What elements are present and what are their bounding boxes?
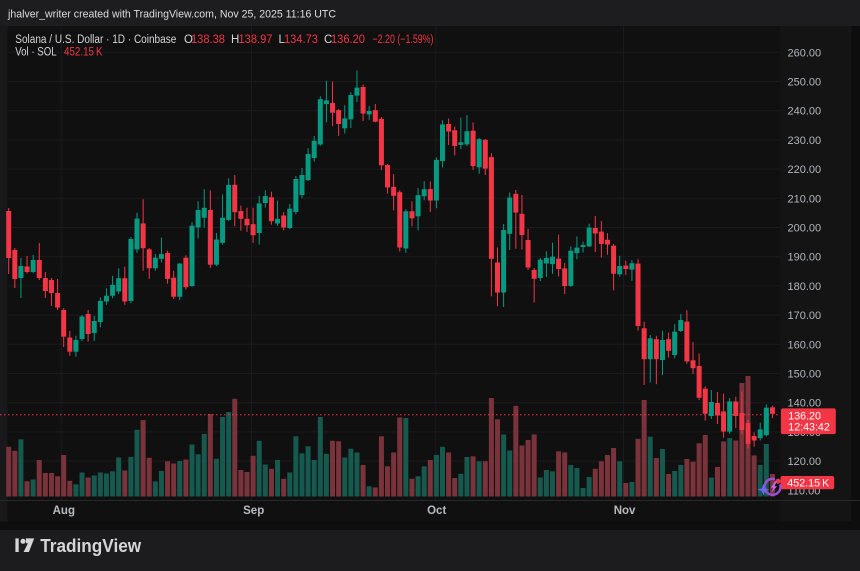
svg-text:452.15 K: 452.15 K [787,478,830,490]
svg-text:−2.20 (−1.59%): −2.20 (−1.59%) [373,34,434,46]
svg-text:138.38: 138.38 [191,34,225,46]
svg-text:Oct: Oct [427,505,446,517]
svg-text:190.00: 190.00 [788,252,822,264]
svg-text:250.00: 250.00 [788,77,822,89]
svg-text:TradingView: TradingView [40,536,142,556]
svg-text:452.15 K: 452.15 K [64,47,103,59]
svg-text:134.73: 134.73 [284,34,318,46]
svg-text:Solana / U.S. Dollar · 1D · Co: Solana / U.S. Dollar · 1D · Coinbase [15,34,176,46]
svg-text:150.00: 150.00 [788,369,822,381]
svg-text:H: H [231,34,239,46]
svg-text:Sep: Sep [243,505,264,517]
svg-text:136.20: 136.20 [788,410,821,422]
svg-text:120.00: 120.00 [788,456,822,468]
svg-text:230.00: 230.00 [788,135,822,147]
svg-text:180.00: 180.00 [788,281,822,293]
svg-text:Nov: Nov [614,505,636,517]
svg-text:Aug: Aug [53,505,75,517]
svg-text:136.20: 136.20 [331,34,365,46]
svg-text:jhalver_writer created with Tr: jhalver_writer created with TradingView.… [7,8,336,20]
svg-text:C: C [324,34,332,46]
svg-text:220.00: 220.00 [788,164,822,176]
svg-text:160.00: 160.00 [788,339,822,351]
svg-text:O: O [184,34,193,46]
svg-text:L: L [279,34,286,46]
svg-text:140.00: 140.00 [788,398,822,410]
svg-text:Vol · SOL: Vol · SOL [15,47,57,59]
svg-text:138.97: 138.97 [239,34,273,46]
svg-text:200.00: 200.00 [788,223,822,235]
svg-text:12:43:42: 12:43:42 [788,422,830,434]
svg-text:210.00: 210.00 [788,193,822,205]
svg-text:260.00: 260.00 [788,47,822,59]
svg-text:170.00: 170.00 [788,310,822,322]
svg-text:240.00: 240.00 [788,106,822,118]
